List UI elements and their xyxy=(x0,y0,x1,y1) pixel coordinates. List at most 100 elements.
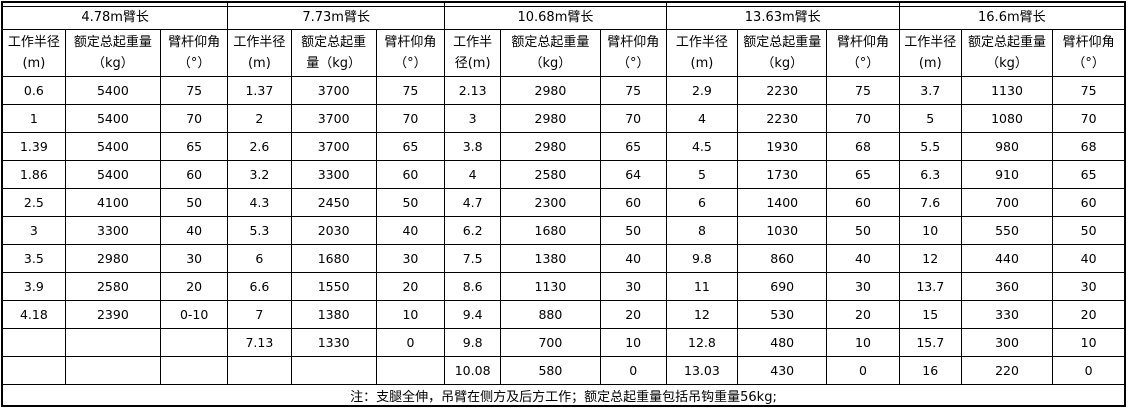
cell-angle: 20 xyxy=(826,300,900,329)
cell-capacity: 360 xyxy=(960,272,1054,301)
cell-radius xyxy=(1,356,66,385)
cell-radius: 8.6 xyxy=(444,272,502,301)
cell-angle: 50 xyxy=(1052,216,1126,245)
cell-radius: 13.7 xyxy=(898,272,962,301)
cell-radius: 16 xyxy=(898,356,962,385)
cell-angle: 60 xyxy=(1052,188,1126,217)
cell-angle: 0 xyxy=(1052,356,1126,385)
col-header-capacity-line1: 额定总起重量 xyxy=(511,35,590,50)
cell-capacity: 1330 xyxy=(290,328,377,357)
col-header-angle-line1: 臂杆仰角 xyxy=(837,35,890,50)
col-header-capacity-line2: 量（kg） xyxy=(306,56,362,71)
col-header-angle: 臂杆仰角 （°） xyxy=(826,29,900,77)
cell-radius xyxy=(1,328,66,357)
cell-angle: 70 xyxy=(160,104,229,133)
cell-angle: 20 xyxy=(160,272,229,301)
col-header-angle-line1: 臂杆仰角 xyxy=(384,35,437,50)
cell-capacity: 580 xyxy=(500,356,601,385)
cell-radius: 4 xyxy=(665,104,739,133)
col-header-radius-line1: 工作半径 xyxy=(233,35,286,50)
col-header-angle-line1: 臂杆仰角 xyxy=(168,35,221,50)
cell-capacity: 690 xyxy=(737,272,828,301)
cell-capacity: 550 xyxy=(960,216,1054,245)
cell-capacity: 1680 xyxy=(290,244,377,273)
cell-radius: 12.8 xyxy=(665,328,739,357)
col-header-capacity: 额定总起重量 （kg） xyxy=(960,29,1054,77)
cell-angle: 50 xyxy=(826,216,900,245)
cell-radius: 7.13 xyxy=(227,328,292,357)
cell-radius: 6.6 xyxy=(227,272,292,301)
cell-capacity: 1550 xyxy=(290,272,377,301)
cell-angle: 40 xyxy=(375,216,446,245)
cell-radius: 6 xyxy=(227,244,292,273)
col-header-angle: 臂杆仰角 （°） xyxy=(1052,29,1126,77)
cell-radius: 13.03 xyxy=(665,356,739,385)
cell-radius: 3 xyxy=(444,104,502,133)
cell-capacity: 2300 xyxy=(500,188,601,217)
cell-capacity: 700 xyxy=(960,188,1054,217)
cell-radius: 10 xyxy=(898,216,962,245)
col-header-capacity-line1: 额定总起重量 xyxy=(73,35,152,50)
cell-angle: 75 xyxy=(826,76,900,105)
cell-capacity xyxy=(64,356,162,385)
col-header-angle: 臂杆仰角 （°） xyxy=(599,29,667,77)
col-header-angle-line2: （°） xyxy=(846,56,880,71)
cell-angle: 68 xyxy=(826,132,900,161)
cell-angle xyxy=(160,328,229,357)
cell-capacity: 880 xyxy=(500,300,601,329)
cell-angle: 30 xyxy=(160,244,229,273)
cell-radius: 3.9 xyxy=(1,272,66,301)
cell-capacity: 430 xyxy=(737,356,828,385)
table-row: 3.5 2980 30 6 1680 30 7.5 1380 40 9.8 860 40 12 440 40 xyxy=(1,244,1126,273)
cell-capacity: 2980 xyxy=(500,132,601,161)
cell-angle: 70 xyxy=(1052,104,1126,133)
cell-capacity: 2980 xyxy=(64,244,162,273)
cell-capacity: 2230 xyxy=(737,76,828,105)
cell-capacity: 480 xyxy=(737,328,828,357)
col-header-capacity: 额定总起重量 （kg） xyxy=(500,29,601,77)
cell-radius: 1.86 xyxy=(1,160,66,189)
cell-radius xyxy=(227,356,292,385)
cell-capacity: 5400 xyxy=(64,132,162,161)
cell-angle: 50 xyxy=(375,188,446,217)
col-header-radius: 工作半径(m) xyxy=(444,29,502,77)
cell-capacity: 5400 xyxy=(64,160,162,189)
cell-radius: 3.8 xyxy=(444,132,502,161)
table-row: 1.86 5400 60 3.2 3300 60 4 2580 64 5 1730 65 6.3 910 6… xyxy=(1,160,1126,189)
table-row: 4.18 2390 0-10 7 1380 10 9.4 880 20 12 530 20 15 330 2… xyxy=(1,300,1126,329)
table-row: 1.39 5400 65 2.6 3700 65 3.8 2980 65 4.5 1930 68 5.5… xyxy=(1,132,1126,161)
cell-radius: 9.8 xyxy=(444,328,502,357)
cell-angle: 20 xyxy=(1052,300,1126,329)
cell-capacity: 3700 xyxy=(290,132,377,161)
col-header-radius-line1: 工作半径 xyxy=(7,35,60,50)
cell-capacity: 530 xyxy=(737,300,828,329)
cell-capacity: 4100 xyxy=(64,188,162,217)
cell-angle: 10 xyxy=(599,328,667,357)
table-row: 1 5400 70 2 3700 70 3 2980 70 4 2230 70 5 1080 70 xyxy=(1,104,1126,133)
col-header-capacity: 额定总起重量 （kg） xyxy=(737,29,828,77)
cell-angle: 50 xyxy=(160,188,229,217)
cell-angle: 65 xyxy=(599,132,667,161)
cell-capacity xyxy=(64,328,162,357)
cell-radius: 6.2 xyxy=(444,216,502,245)
cell-radius: 9.8 xyxy=(665,244,739,273)
col-header-angle-line2: （°） xyxy=(177,56,211,71)
cell-angle: 70 xyxy=(599,104,667,133)
cell-angle: 0 xyxy=(599,356,667,385)
col-header-radius-line2: (m) xyxy=(690,56,714,71)
cell-angle: 75 xyxy=(160,76,229,105)
boom-group-header: 16.6m臂长 xyxy=(898,6,1126,30)
table-row: 3.9 2580 20 6.6 1550 20 8.6 1130 30 11 690 30 13.7 36… xyxy=(1,272,1126,301)
cell-capacity: 1030 xyxy=(737,216,828,245)
col-header-capacity-line2: （kg） xyxy=(986,56,1028,71)
cell-angle: 60 xyxy=(599,188,667,217)
cell-capacity: 1400 xyxy=(737,188,828,217)
cell-radius: 6 xyxy=(665,188,739,217)
cell-capacity: 300 xyxy=(960,328,1054,357)
cell-capacity: 1730 xyxy=(737,160,828,189)
col-header-radius-line2: 径(m) xyxy=(454,56,491,71)
cell-capacity xyxy=(290,356,377,385)
cell-angle: 60 xyxy=(826,188,900,217)
cell-radius: 11 xyxy=(665,272,739,301)
